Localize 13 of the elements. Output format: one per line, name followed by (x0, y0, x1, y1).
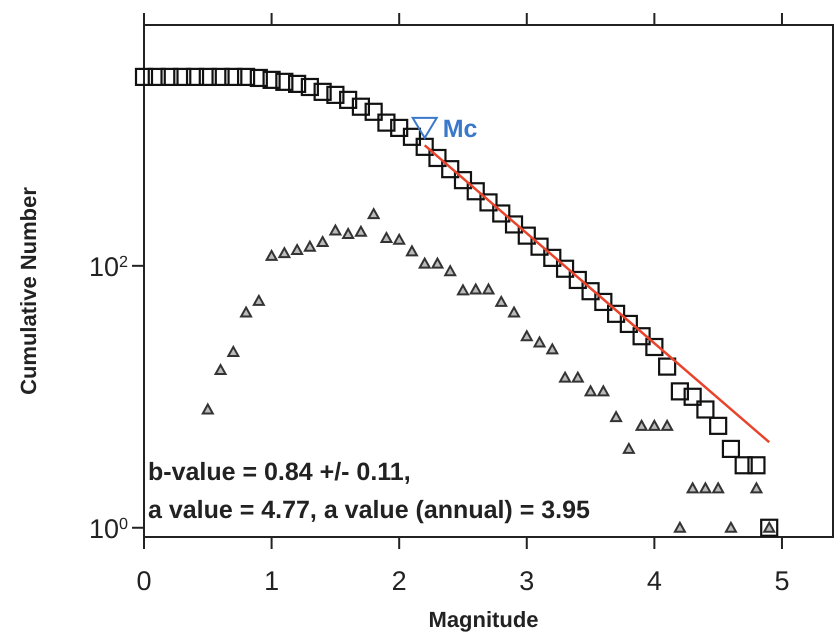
annotation: a value = 4.77, a value (annual) = 3.95 (148, 496, 590, 524)
x-axis-title: Magnitude (428, 607, 538, 632)
annotation: b-value = 0.84 +/- 0.11, (148, 458, 411, 486)
x-tick-label: 2 (392, 566, 407, 596)
x-tick-label: 5 (774, 566, 790, 596)
x-tick-label: 4 (646, 566, 662, 596)
y-tick-label: 10$^{2}$ (88, 252, 128, 282)
x-tick-label: 0 (136, 566, 152, 596)
x-tick-label: 3 (519, 566, 534, 596)
y-tick-label: 10$^{0}$ (88, 514, 128, 544)
x-tick-label: 1 (264, 566, 280, 596)
annotation: Mc (442, 114, 478, 143)
y-axis-title: Cumulative Number (16, 186, 41, 395)
